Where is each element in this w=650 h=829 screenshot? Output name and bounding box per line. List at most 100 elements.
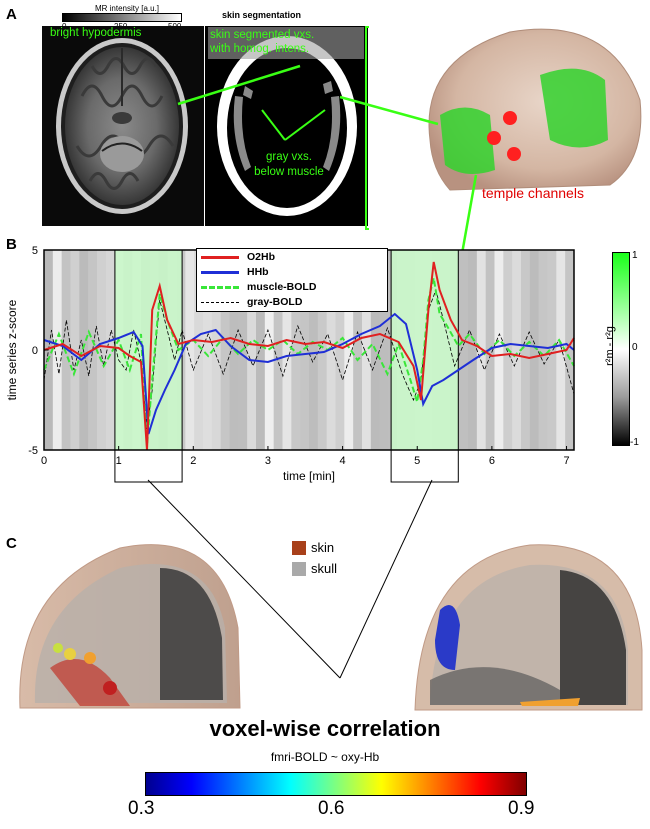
legend-skin-label: skin: [311, 540, 335, 555]
corr-tick-03: 0.3: [128, 798, 155, 819]
bg-strip: [326, 250, 336, 450]
label-bright-hypodermis: bright hypodermis: [50, 27, 142, 39]
label-skin-line1: skin segmented vxs.: [210, 29, 315, 41]
r2-tick-bottom: -1: [630, 437, 639, 448]
x-axis-ticks: 0 1 2 3 4 5 6 7: [41, 446, 570, 467]
y-tick-label: 5: [32, 245, 38, 257]
legend-label: gray-BOLD: [247, 296, 303, 308]
bg-strip: [300, 250, 310, 450]
bg-strip: [556, 250, 566, 450]
bg-strip: [61, 250, 71, 450]
label-skin-segmented: skin segmented vxs. with homog. intens.: [210, 28, 314, 56]
bg-strip: [317, 250, 328, 450]
panel-b-letter: B: [6, 236, 17, 253]
x-tick-label: 4: [340, 455, 346, 467]
seg-title: skin segmentation: [222, 10, 302, 20]
bg-strip: [353, 250, 363, 450]
label-temple-channels: temple channels: [482, 185, 584, 201]
bg-strip: [52, 250, 63, 450]
legend-swatch: [201, 270, 239, 274]
legend-swatch: [201, 301, 239, 303]
legend-label: O2Hb: [247, 251, 276, 263]
mr-colorbar-title: MR intensity [a.u.]: [94, 4, 160, 13]
x-tick-label: 0: [41, 455, 47, 467]
series-line-HHb: [43, 312, 575, 435]
series-lines: [43, 261, 575, 451]
zoom-boxes: [114, 449, 459, 483]
zoom-box-1: [390, 449, 459, 483]
head-render-right: [410, 530, 648, 720]
legend-label: HHb: [247, 266, 269, 278]
r2-tick-mid: 0: [632, 342, 638, 353]
legend-item-HHb: HHb: [201, 265, 383, 279]
voxel-correlation-subtitle: fmri-BOLD ~ oxy-Hb: [270, 750, 380, 764]
bg-strip: [459, 250, 469, 450]
bg-strip: [211, 250, 222, 450]
r2-colorbar-label: r²m - r²g: [604, 326, 616, 366]
x-tick-label: 1: [116, 455, 122, 467]
label-gray-line1: gray vxs.: [265, 151, 312, 163]
bg-strip: [105, 250, 116, 450]
bg-strip: [282, 250, 292, 450]
head-render-temple: [410, 20, 648, 200]
ts-legend: O2Hb HHb muscle-BOLD gray-BOLD: [196, 248, 388, 312]
bg-strip: [309, 250, 319, 450]
seg-bracket: [365, 26, 369, 230]
bg-strip: [247, 250, 257, 450]
zoom-connectors: [147, 479, 433, 679]
bg-strip: [494, 250, 504, 450]
bg-strip: [185, 250, 195, 450]
bg-strip: [468, 250, 478, 450]
label-gray-vxs: gray vxs. below muscle: [244, 150, 334, 180]
bg-strip: [203, 250, 213, 450]
legend-item-muscle-BOLD: muscle-BOLD: [201, 280, 383, 294]
y-axis-label: time series z-score: [5, 299, 19, 400]
bg-strip: [362, 250, 372, 450]
legend-swatch: [201, 285, 239, 289]
x-tick-label: 5: [414, 455, 420, 467]
head-render-left: [10, 528, 245, 718]
x-tick-label: 2: [190, 455, 196, 467]
voxel-correlation-title: voxel-wise correlation: [209, 716, 441, 741]
bg-strip: [256, 250, 266, 450]
legend-item-gray-BOLD: gray-BOLD: [201, 295, 383, 309]
legend-item-O2Hb: O2Hb: [201, 250, 383, 264]
bg-strip: [70, 250, 80, 450]
legend-swatch: [201, 255, 239, 259]
bg-strip: [335, 250, 345, 450]
zoom-box-0: [114, 449, 183, 483]
bg-strip: [538, 250, 548, 450]
bg-strip: [529, 250, 540, 450]
label-bg: [208, 27, 364, 59]
x-axis-label: time [min]: [283, 469, 335, 483]
bg-strip: [379, 250, 389, 450]
corr-tick-06: 0.6: [318, 798, 345, 819]
tissue-legend: skin skull: [292, 540, 337, 576]
x-tick-label: 7: [563, 455, 569, 467]
panel-a-letter: A: [6, 6, 17, 23]
mr-colorbar-gradient: [62, 13, 182, 22]
y-tick-label: -5: [28, 445, 38, 457]
panel-a-connectors: [177, 64, 478, 311]
x-tick-label: 6: [489, 455, 495, 467]
legend-label: muscle-BOLD: [247, 281, 317, 293]
mri-axial-image: [42, 26, 204, 226]
bg-strip: [79, 250, 89, 450]
skull-swatch: [292, 561, 306, 576]
label-skin-line2: with homog. intens.: [210, 43, 310, 55]
legend-skin: skin: [292, 540, 337, 555]
bg-strip: [344, 250, 354, 450]
bg-strip: [194, 250, 204, 450]
legend-skull: skull: [292, 561, 337, 576]
bg-strip: [220, 250, 230, 450]
panel-c-letter: C: [6, 535, 17, 552]
series-line-gray-BOLD: [43, 288, 575, 431]
correlation-colorbar: [145, 772, 527, 796]
bg-strip: [97, 250, 107, 450]
series-line-O2Hb: [43, 261, 575, 451]
bg-strip: [291, 250, 301, 450]
r2-colorbar: [612, 252, 630, 446]
y-tick-label: 0: [32, 345, 38, 357]
label-gray-line2: below muscle: [254, 166, 324, 178]
legend-skull-label: skull: [311, 561, 338, 576]
